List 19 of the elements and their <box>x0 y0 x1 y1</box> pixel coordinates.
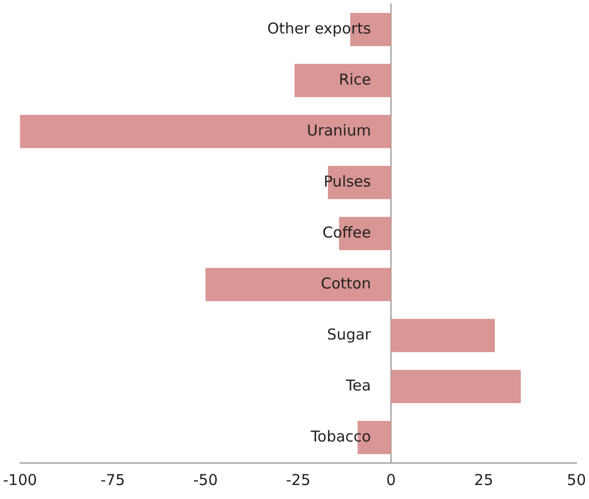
bar <box>390 370 521 404</box>
y-tick-label: Tea <box>344 376 371 394</box>
bar <box>390 318 495 352</box>
y-tick-label: Cotton <box>320 274 371 292</box>
y-tick-label: Tobacco <box>310 427 371 446</box>
bar <box>294 64 391 98</box>
y-tick-label: Sugar <box>327 325 372 344</box>
x-tick-label: -50 <box>193 470 218 489</box>
x-tick-label: -75 <box>100 470 126 489</box>
x-tick-label: -25 <box>286 470 310 489</box>
y-tick-label: Rice <box>338 70 371 88</box>
bar <box>20 114 391 148</box>
y-tick-label: Uranium <box>306 121 371 140</box>
x-tick-label: -100 <box>3 470 38 489</box>
x-tick-label: 50 <box>566 470 586 489</box>
bar <box>206 268 391 302</box>
y-tick-label: Other exports <box>267 19 372 38</box>
x-tick-label: 25 <box>474 470 494 489</box>
x-tick-label: 0 <box>386 470 396 489</box>
